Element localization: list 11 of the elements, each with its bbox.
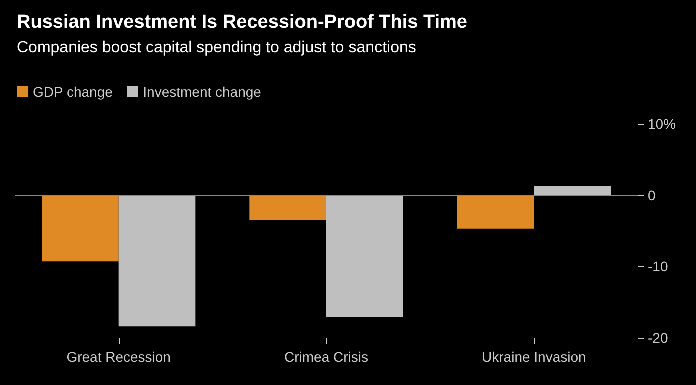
x-tick-label: Great Recession <box>66 349 171 365</box>
y-tick-label: 10% <box>648 116 676 132</box>
legend-label: Investment change <box>143 84 262 100</box>
y-tick-label: -20 <box>648 330 668 346</box>
legend-label: GDP change <box>33 84 114 100</box>
y-tick-label: -10 <box>648 258 668 275</box>
chart-title: Russian Investment Is Recession-Proof This Time <box>17 12 468 33</box>
x-tick-label: Crimea Crisis <box>284 349 368 365</box>
chart-subtitle: Companies boost capital spending to adjust to sanctions <box>17 40 416 56</box>
x-tick-label: Ukraine Invasion <box>482 349 586 365</box>
y-tick-label: 0 <box>648 187 656 204</box>
